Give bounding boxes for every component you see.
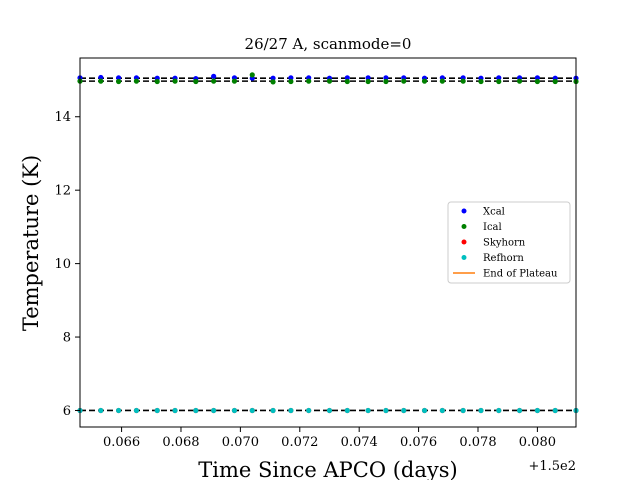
xcal-point xyxy=(534,75,540,81)
ical-point xyxy=(288,78,294,85)
xcal-point xyxy=(98,74,104,81)
x-offset-label: +1.5e2 xyxy=(528,459,576,474)
refhorn-point xyxy=(133,407,140,414)
refhorn-point xyxy=(516,407,523,414)
ical-point xyxy=(306,78,312,84)
ical-point xyxy=(231,78,238,84)
legend-label-refhorn: Refhorn xyxy=(483,253,524,264)
ical-point xyxy=(211,78,217,84)
ical-point xyxy=(421,78,428,84)
ical-point xyxy=(460,78,466,84)
refhorn-point xyxy=(288,407,294,414)
ical-point xyxy=(552,78,558,85)
legend-label-xcal: Xcal xyxy=(483,207,505,218)
legend-swatch-refhorn xyxy=(461,255,467,260)
xcal-point xyxy=(496,75,502,81)
xcal-point xyxy=(116,75,122,81)
ical-point xyxy=(154,78,160,85)
x-tick-label: 0.080 xyxy=(519,435,556,450)
refhorn-point xyxy=(211,407,217,414)
ical-point xyxy=(116,78,122,85)
ical-point xyxy=(496,78,502,85)
ical-point xyxy=(326,78,333,84)
ical-point xyxy=(516,78,523,84)
refhorn-point xyxy=(231,407,238,414)
y-tick-label: 6 xyxy=(63,404,71,419)
refhorn-point xyxy=(154,407,160,414)
xcal-point xyxy=(288,75,294,81)
xcal-point xyxy=(365,75,371,81)
refhorn-point xyxy=(478,407,484,414)
refhorn-point xyxy=(460,407,466,414)
chart-title: 26/27 A, scanmode=0 xyxy=(245,35,412,53)
x-axis-label: Time Since APCO (days) xyxy=(198,458,457,480)
plot-area xyxy=(79,57,577,428)
refhorn-point xyxy=(270,407,276,414)
ical-point xyxy=(344,78,350,85)
refhorn-point xyxy=(306,407,312,414)
x-tick-label: 0.070 xyxy=(222,435,259,450)
xcal-point xyxy=(211,73,217,79)
legend-label-ical: Ical xyxy=(483,222,502,233)
x-tick-label: 0.074 xyxy=(341,435,378,450)
legend-swatch-ical xyxy=(461,224,467,229)
ical-point xyxy=(439,78,445,84)
refhorn-point xyxy=(401,407,407,414)
y-axis: 6 8 10 12 14 xyxy=(54,110,80,419)
refhorn-point xyxy=(193,407,199,414)
refhorn-point xyxy=(172,407,178,414)
refhorn-point xyxy=(116,407,122,414)
x-axis: 0.066 0.068 0.070 0.072 0.074 0.076 0.078 0.080 xyxy=(103,427,556,450)
refhorn-point xyxy=(534,407,540,414)
xcal-point xyxy=(270,75,276,81)
x-tick-label: 0.072 xyxy=(281,435,318,450)
legend-label-skyhorn: Skyhorn xyxy=(483,238,526,249)
refhorn-point xyxy=(552,407,558,414)
ical-point xyxy=(98,78,104,84)
ical-point xyxy=(478,78,484,85)
ical-point xyxy=(172,78,178,84)
ical-point xyxy=(133,78,140,84)
refhorn-point xyxy=(383,407,389,414)
xcal-point xyxy=(344,75,350,81)
ical-point xyxy=(193,78,199,85)
refhorn-point xyxy=(496,407,502,414)
refhorn-point xyxy=(98,407,104,414)
ical-point xyxy=(365,78,371,85)
refhorn-point xyxy=(344,407,350,414)
legend-label-end-of-plateau: End of Plateau xyxy=(483,269,558,280)
x-tick-label: 0.066 xyxy=(103,435,140,450)
refhorn-point xyxy=(326,407,333,414)
legend-swatch-skyhorn xyxy=(461,239,467,245)
refhorn-point xyxy=(421,407,428,414)
ical-point xyxy=(270,79,276,85)
data-points xyxy=(77,72,579,414)
y-tick-label: 10 xyxy=(54,257,71,272)
legend-swatch-xcal xyxy=(461,208,467,214)
x-tick-label: 0.078 xyxy=(459,435,496,450)
ical-point xyxy=(534,78,540,85)
xcal-point xyxy=(383,75,389,81)
refhorn-point xyxy=(439,407,445,414)
x-tick-label: 0.068 xyxy=(162,435,199,450)
refhorn-point xyxy=(249,407,255,414)
y-tick-label: 8 xyxy=(63,331,71,346)
x-tick-label: 0.076 xyxy=(400,435,437,450)
legend: Xcal Ical Skyhorn Refhorn End of Plateau xyxy=(447,201,571,284)
ical-point xyxy=(401,78,407,84)
y-axis-label: Temperature (K) xyxy=(19,155,43,331)
y-tick-label: 12 xyxy=(54,184,71,199)
ical-point xyxy=(383,78,389,85)
y-tick-label: 14 xyxy=(54,110,71,125)
legend-box xyxy=(447,201,571,284)
refhorn-point xyxy=(365,407,371,414)
ical-point xyxy=(249,72,255,78)
